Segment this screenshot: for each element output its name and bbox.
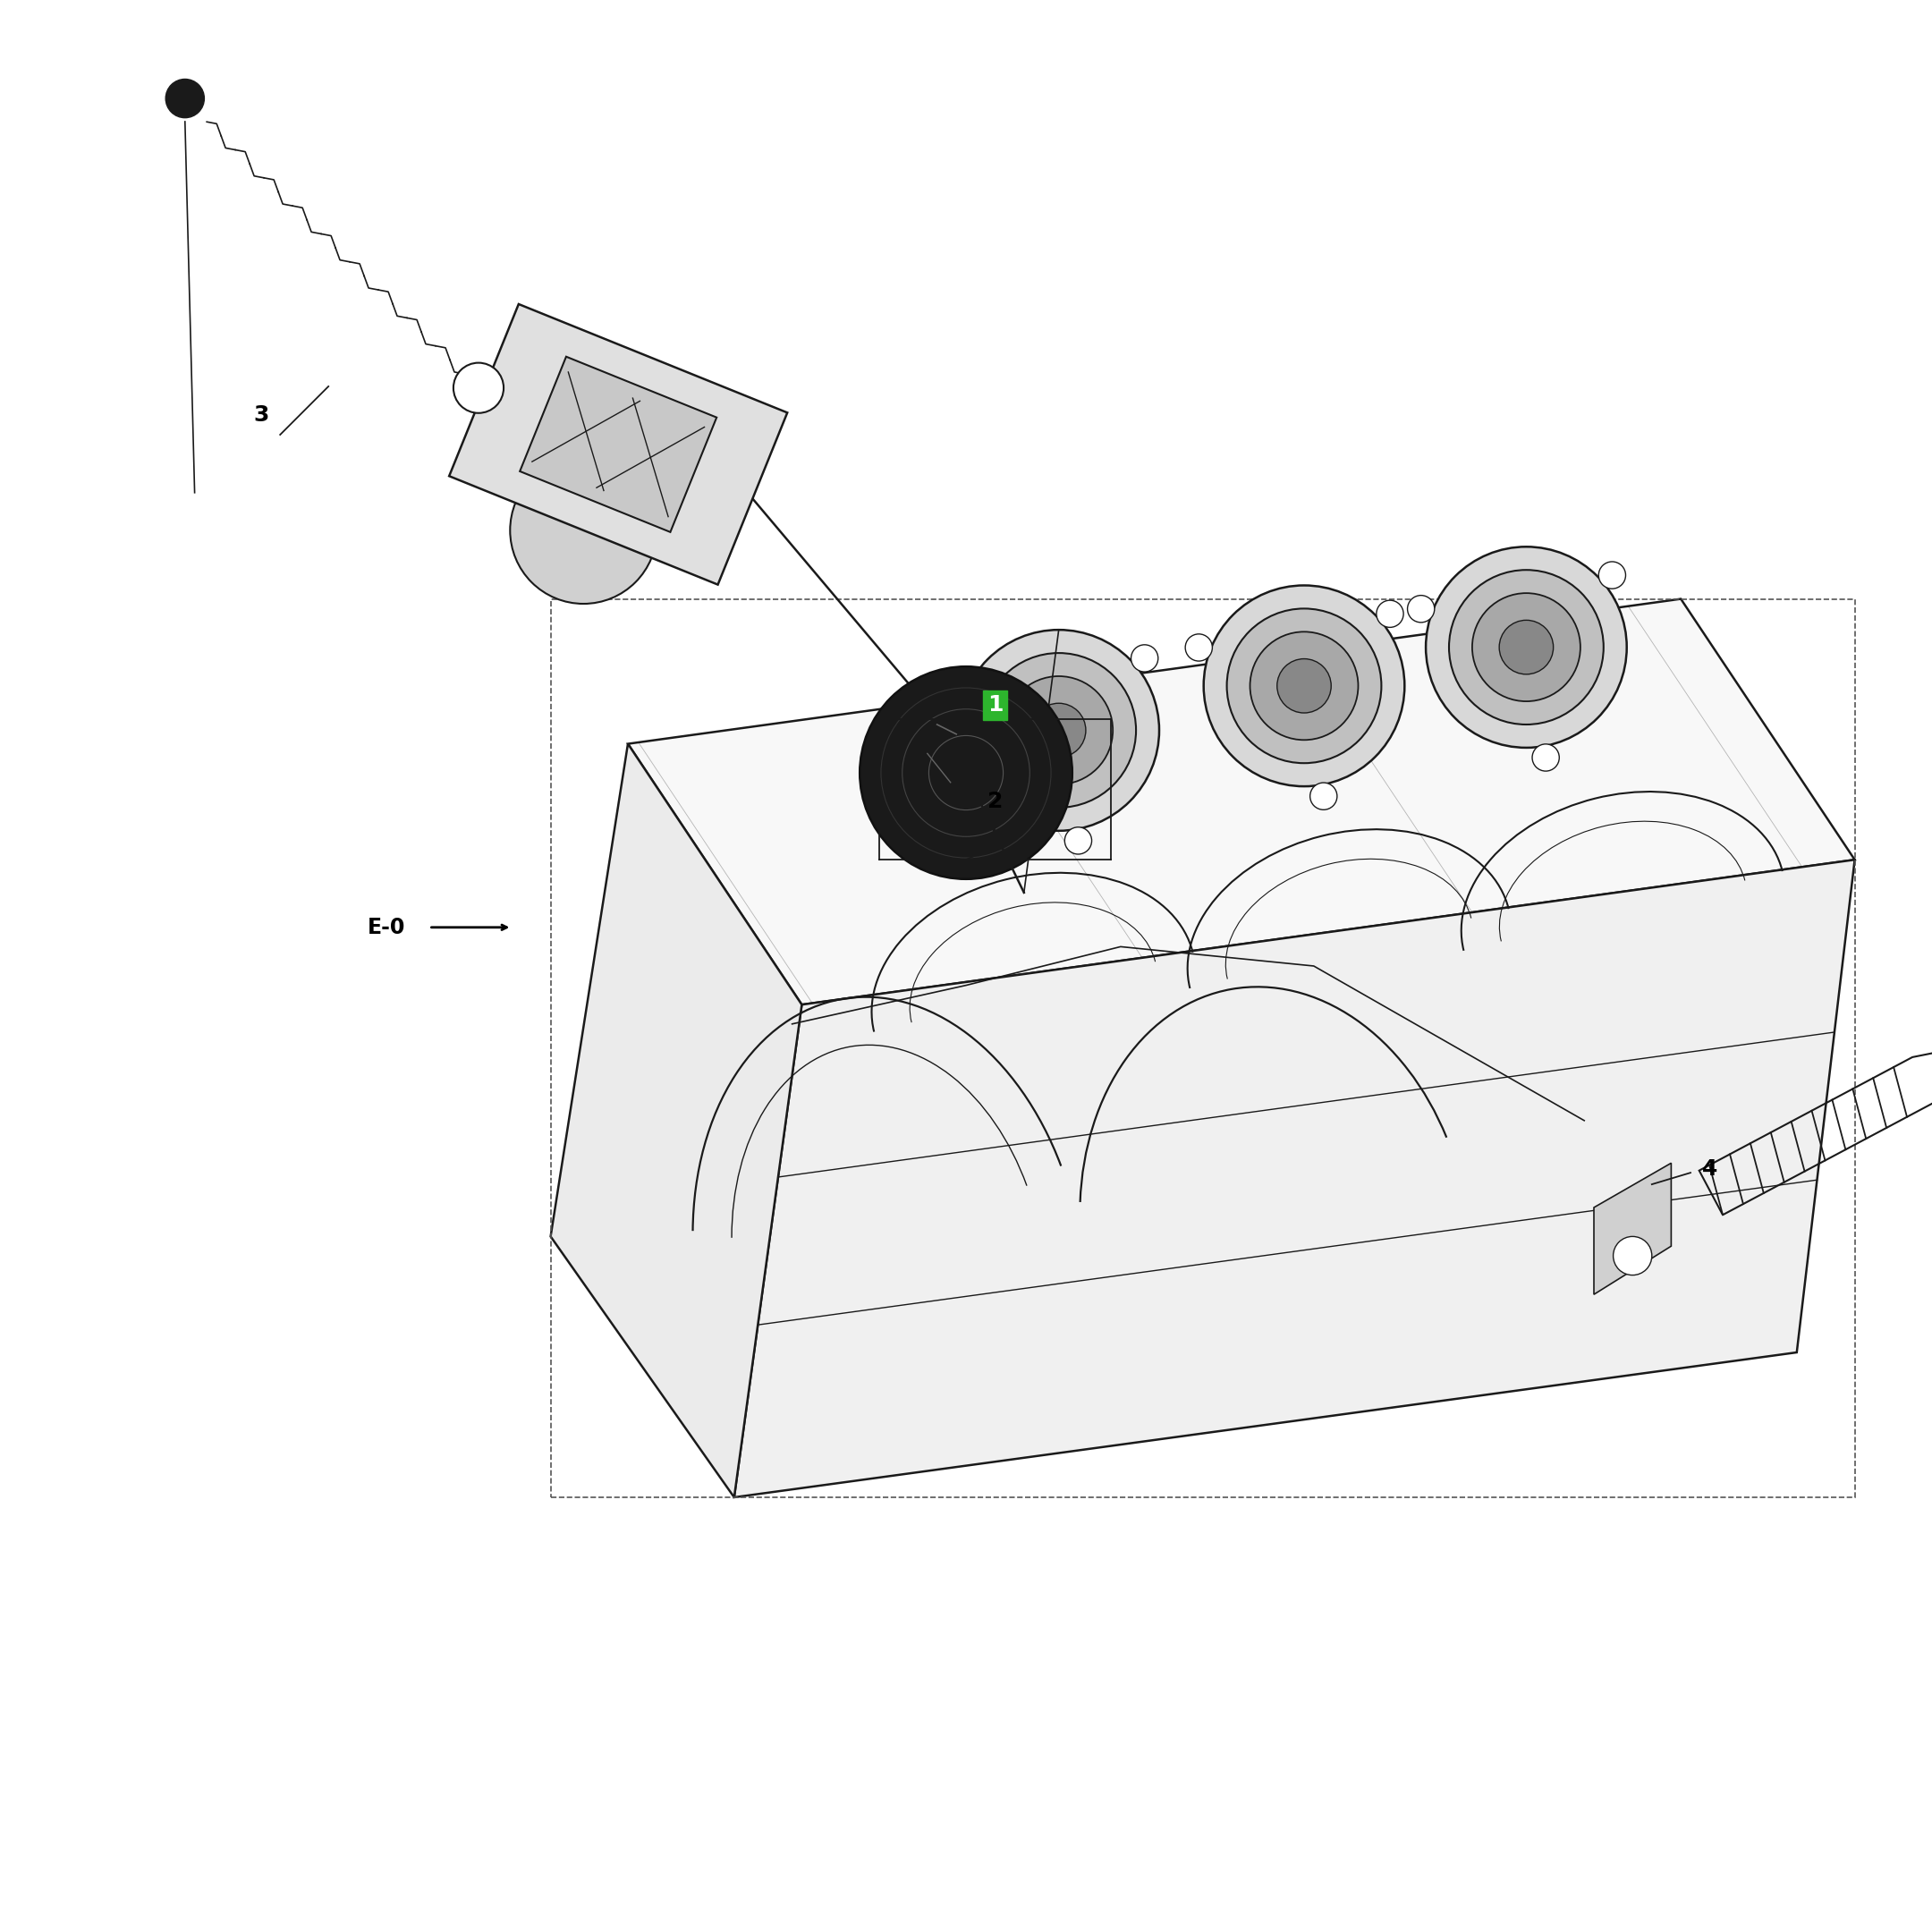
Circle shape xyxy=(1598,562,1625,589)
Polygon shape xyxy=(448,303,788,585)
Circle shape xyxy=(454,363,504,413)
Circle shape xyxy=(510,458,657,605)
Text: 3: 3 xyxy=(253,404,269,427)
Circle shape xyxy=(1130,645,1157,672)
Circle shape xyxy=(1005,676,1113,784)
Circle shape xyxy=(1204,585,1405,786)
Circle shape xyxy=(1613,1236,1652,1275)
Circle shape xyxy=(1227,609,1381,763)
Polygon shape xyxy=(551,744,802,1497)
Circle shape xyxy=(1032,703,1086,757)
Text: E-0: E-0 xyxy=(367,916,406,939)
Circle shape xyxy=(166,79,205,118)
Circle shape xyxy=(1376,601,1403,628)
Circle shape xyxy=(939,678,966,705)
Circle shape xyxy=(1277,659,1331,713)
Circle shape xyxy=(1310,782,1337,810)
Polygon shape xyxy=(628,599,1855,1005)
Circle shape xyxy=(1250,632,1358,740)
Polygon shape xyxy=(520,357,717,531)
Circle shape xyxy=(1065,827,1092,854)
Circle shape xyxy=(1449,570,1604,724)
Circle shape xyxy=(958,630,1159,831)
Circle shape xyxy=(981,653,1136,808)
Text: 4: 4 xyxy=(1702,1157,1718,1180)
Polygon shape xyxy=(1594,1163,1671,1294)
Circle shape xyxy=(1472,593,1580,701)
Text: 1: 1 xyxy=(987,694,1003,717)
Circle shape xyxy=(1406,595,1434,622)
Circle shape xyxy=(1532,744,1559,771)
Polygon shape xyxy=(734,860,1855,1497)
Circle shape xyxy=(1499,620,1553,674)
Circle shape xyxy=(860,667,1072,879)
Circle shape xyxy=(1184,634,1211,661)
Text: 2: 2 xyxy=(987,790,1003,813)
Circle shape xyxy=(1426,547,1627,748)
